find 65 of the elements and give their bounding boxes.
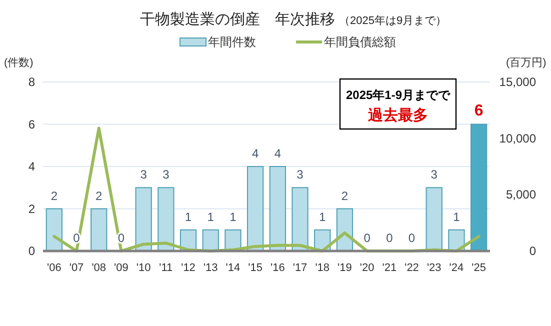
x-tick-label: '15 bbox=[248, 262, 262, 274]
y2-axis-title: (百万円) bbox=[506, 57, 546, 69]
x-tick-label: '23 bbox=[426, 262, 442, 274]
y-tick-label: 8 bbox=[28, 75, 36, 89]
y2-tick-label: 15,000 bbox=[499, 75, 536, 89]
x-tick-label: '08 bbox=[92, 262, 106, 274]
x-tick-label: '09 bbox=[114, 262, 128, 274]
data-label: 0 bbox=[408, 231, 416, 245]
chart-title: 干物製造業の倒産 年次推移 bbox=[140, 11, 335, 28]
legend-label: 年間負債総額 bbox=[324, 35, 396, 49]
x-tick-label: '06 bbox=[47, 262, 62, 274]
x-tick-label: '21 bbox=[382, 262, 397, 274]
y-axis-title: (件数) bbox=[4, 57, 34, 69]
data-label: 6 bbox=[474, 102, 484, 120]
x-tick-label: '22 bbox=[404, 262, 419, 274]
data-label: 1 bbox=[319, 210, 326, 224]
data-label: 4 bbox=[252, 146, 259, 160]
bar bbox=[269, 166, 286, 252]
x-tick-label: '20 bbox=[360, 262, 374, 274]
x-tick-label: '13 bbox=[203, 262, 218, 274]
line-series bbox=[52, 126, 480, 252]
x-tick-label: '19 bbox=[338, 262, 352, 274]
data-label: 2 bbox=[341, 188, 348, 203]
data-label: 4 bbox=[274, 146, 282, 160]
data-label: 1 bbox=[230, 210, 237, 224]
x-tick-label: '14 bbox=[226, 262, 240, 274]
x-tick-label: '10 bbox=[136, 262, 151, 274]
y-tick-label: 4 bbox=[28, 160, 36, 174]
data-label: 0 bbox=[364, 231, 371, 245]
bar bbox=[292, 187, 308, 252]
note-box: 2025年1-9月までで 過去最多 bbox=[339, 78, 457, 130]
data-label: 2 bbox=[96, 188, 103, 203]
bar bbox=[470, 124, 488, 252]
x-tick-label: '12 bbox=[181, 262, 196, 274]
data-label: 3 bbox=[162, 168, 170, 182]
x-tick-label: '17 bbox=[292, 262, 308, 274]
data-label: 3 bbox=[140, 168, 148, 182]
data-label: 0 bbox=[386, 231, 394, 245]
x-tick-label: '11 bbox=[159, 262, 173, 274]
y-tick-label: 2 bbox=[28, 202, 36, 216]
data-label: 1 bbox=[207, 210, 214, 224]
bar bbox=[46, 208, 62, 252]
annotation: 過去最多 bbox=[367, 107, 428, 124]
y-tick-label: 0 bbox=[28, 244, 36, 258]
x-tick-label: '25 bbox=[472, 262, 486, 274]
annotation: 2025年1-9月までで bbox=[346, 88, 452, 102]
x-tick-label: '18 bbox=[315, 262, 330, 274]
y2-tick-label: 5,000 bbox=[506, 188, 536, 202]
data-label: 1 bbox=[184, 210, 192, 224]
bar bbox=[135, 187, 152, 252]
data-label: 2 bbox=[50, 188, 58, 203]
chart-subtitle: （2025年は9月まで） bbox=[339, 15, 447, 27]
legend-label: 年間件数 bbox=[208, 35, 256, 49]
data-label: 3 bbox=[430, 168, 438, 182]
data-label: 1 bbox=[453, 210, 460, 224]
x-tick-label: '07 bbox=[69, 262, 84, 274]
x-tick-label: '16 bbox=[270, 262, 285, 274]
data-label: 3 bbox=[296, 168, 304, 182]
bar bbox=[247, 166, 264, 252]
y2-tick-label: 10,000 bbox=[499, 131, 536, 146]
bar bbox=[90, 208, 108, 252]
x-tick-label: '24 bbox=[449, 262, 464, 274]
bar bbox=[158, 187, 174, 252]
y-tick-label: 6 bbox=[28, 117, 36, 132]
y2-tick-label: 0 bbox=[529, 244, 536, 258]
